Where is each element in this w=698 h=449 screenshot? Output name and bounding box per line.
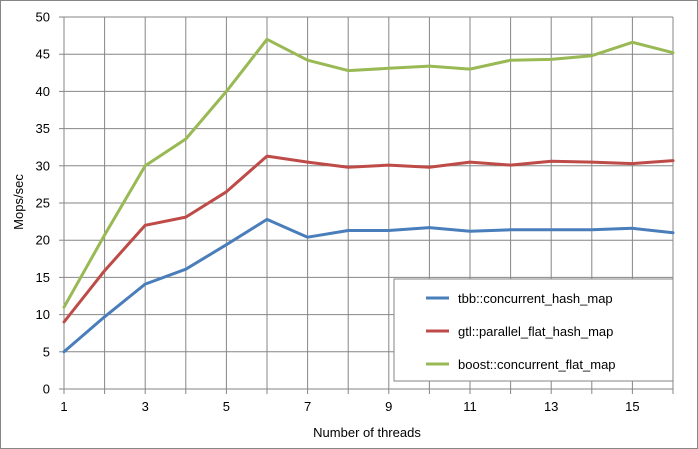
y-axis-label: Mops/sec <box>11 174 26 230</box>
y-tick-label: 15 <box>36 270 50 285</box>
x-tick-labels: 1 3 5 7 9 11 13 15 <box>60 399 639 414</box>
legend-entry: boost::concurrent_flat_map <box>458 357 616 372</box>
y-tick-labels: 0 5 10 15 20 25 30 35 40 45 50 <box>36 10 50 397</box>
y-tick-label: 10 <box>36 307 50 322</box>
x-tick-label: 13 <box>544 399 558 414</box>
y-tick-label: 50 <box>36 10 50 25</box>
y-tick-label: 25 <box>36 196 50 211</box>
series-lines <box>62 37 675 354</box>
y-tick-label: 45 <box>36 47 50 62</box>
x-tick-label: 1 <box>60 399 67 414</box>
x-tick-label: 15 <box>625 399 639 414</box>
legend-entry: gtl::parallel_flat_hash_map <box>458 324 613 339</box>
y-tick-label: 0 <box>43 382 50 397</box>
y-tick-label: 40 <box>36 84 50 99</box>
x-tick-label: 5 <box>223 399 230 414</box>
x-tick-label: 3 <box>142 399 149 414</box>
legend-entry: tbb::concurrent_hash_map <box>458 291 613 306</box>
y-tick-label: 20 <box>36 233 50 248</box>
series-line-1 <box>62 217 675 354</box>
legend: tbb::concurrent_hash_mapgtl::parallel_fl… <box>393 278 674 382</box>
axes <box>59 16 674 394</box>
series-line-2 <box>62 154 675 324</box>
series-line-3 <box>62 37 675 309</box>
x-axis-label: Number of threads <box>313 425 421 440</box>
x-tick-label: 7 <box>304 399 311 414</box>
x-tick-label: 11 <box>463 399 477 414</box>
y-tick-label: 35 <box>36 121 50 136</box>
y-tick-label: 30 <box>36 158 50 173</box>
x-tick-label: 9 <box>385 399 392 414</box>
y-tick-label: 5 <box>43 344 50 359</box>
